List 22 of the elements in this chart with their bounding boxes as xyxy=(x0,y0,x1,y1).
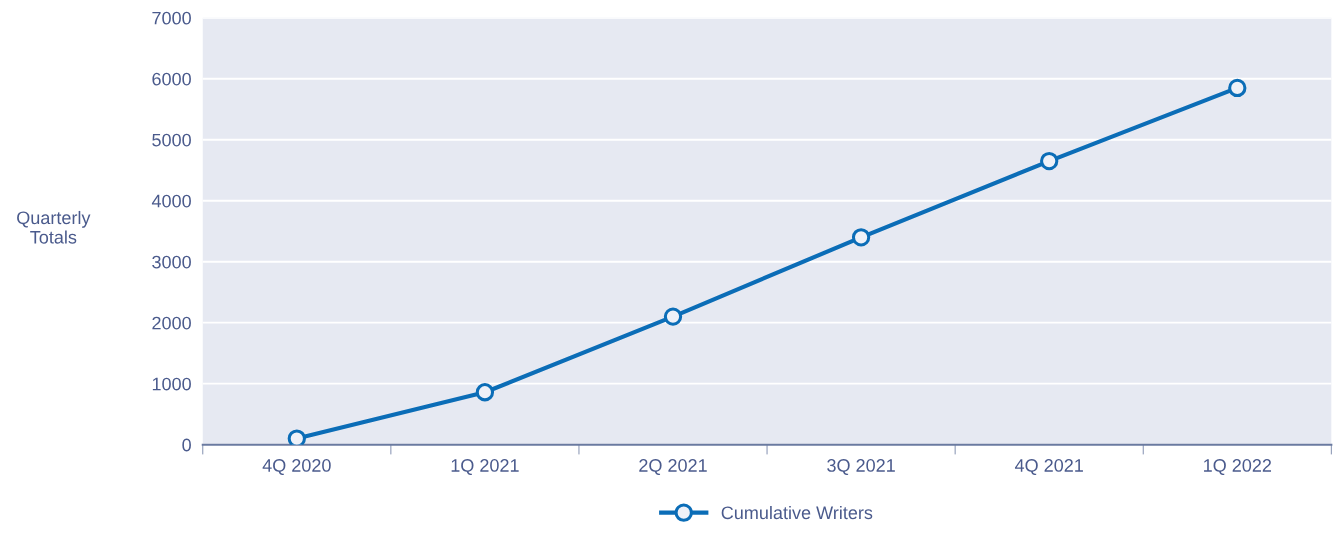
point xyxy=(1228,78,1247,98)
x-tick-label: 1Q 2021 xyxy=(451,459,519,476)
x-tick-label: 4Q 2020 xyxy=(262,459,331,476)
y-axis-title: Quarterly Totals xyxy=(17,210,91,244)
point xyxy=(663,307,683,326)
x-tick-label: 3Q 2021 xyxy=(827,459,895,476)
legend-label: Cumulative Writers xyxy=(721,505,873,520)
x-tick-label: 2Q 2021 xyxy=(639,459,707,476)
y-tick-label: 7000 xyxy=(152,11,191,25)
y-tick-label: 4000 xyxy=(151,194,191,208)
y-tick-label: 3000 xyxy=(152,255,191,269)
x-tick-label: 4Q 2021 xyxy=(1014,459,1083,476)
y-tick-label: 1000 xyxy=(152,377,191,391)
y-tick-label: 5000 xyxy=(152,133,191,147)
y-tick-label: 2000 xyxy=(152,316,191,330)
point xyxy=(475,383,495,402)
x-tick-label: 1Q 2022 xyxy=(1204,459,1272,476)
point xyxy=(851,228,871,247)
point xyxy=(287,429,306,445)
point xyxy=(1040,151,1059,171)
y-tick-label: 0 xyxy=(182,438,191,452)
y-tick-label: 6000 xyxy=(152,72,191,86)
